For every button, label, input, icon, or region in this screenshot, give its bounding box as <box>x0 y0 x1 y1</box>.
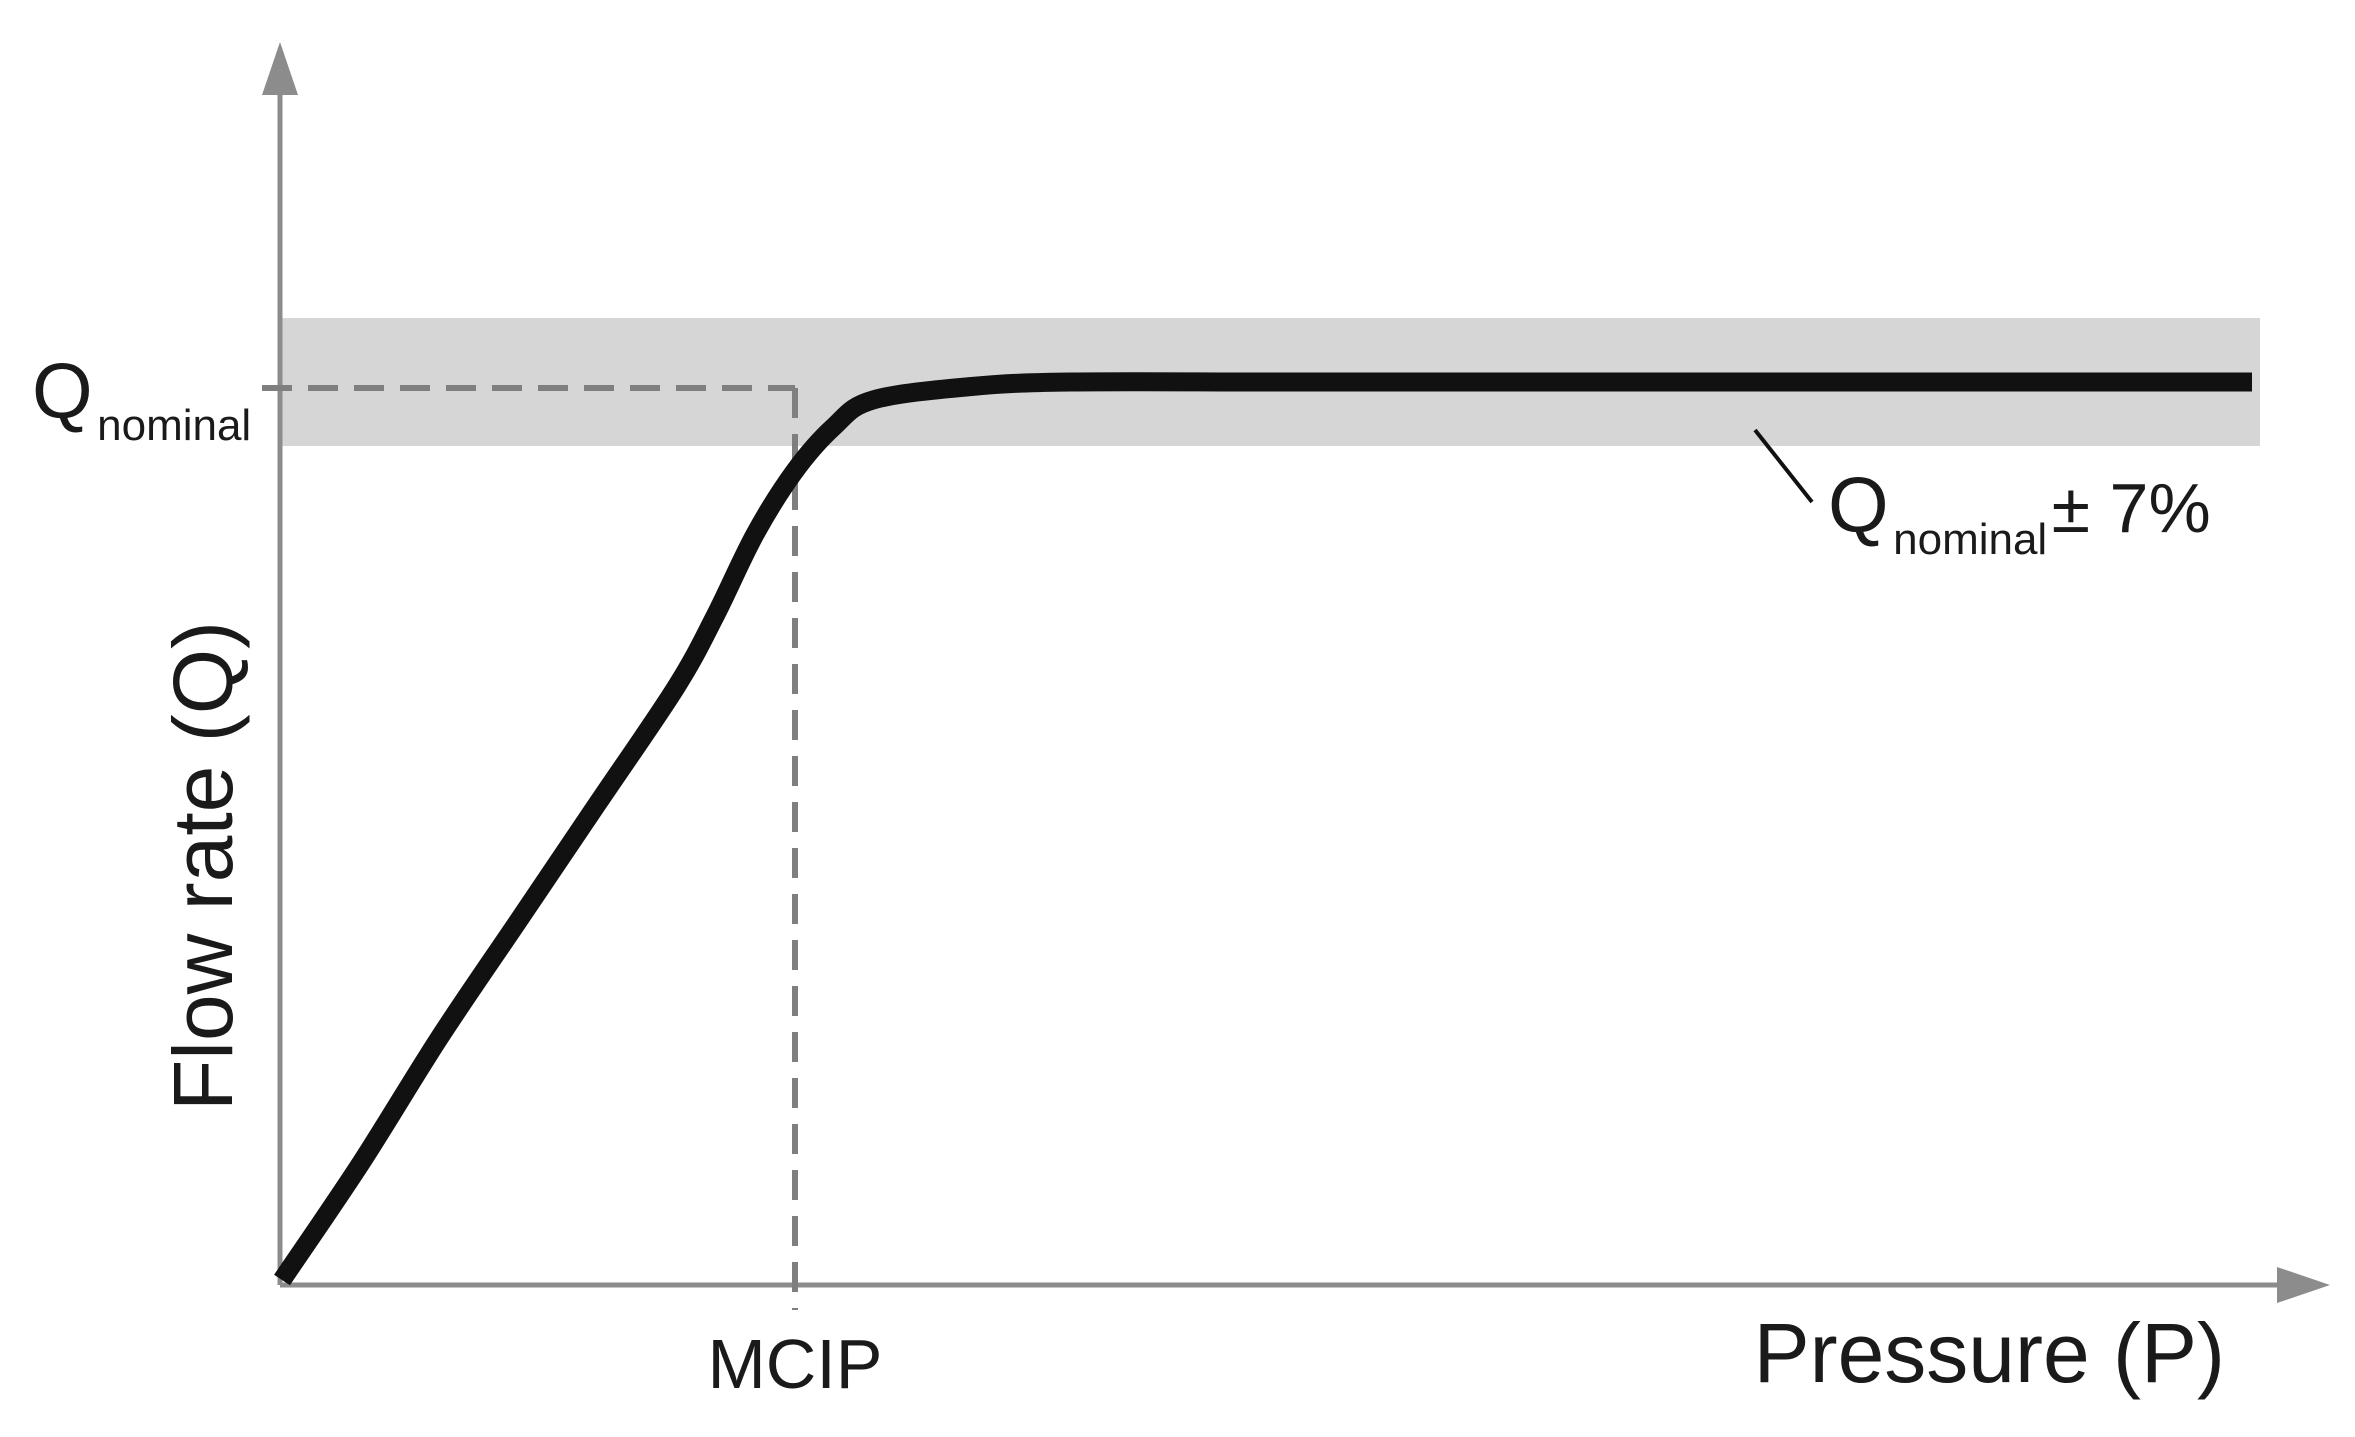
y-axis-arrowhead <box>262 42 298 95</box>
band-annotation-symbol: Q <box>1828 461 1889 549</box>
x-axis-arrowhead <box>2277 1267 2330 1303</box>
band-annotation-label: Q nominal ± 7% <box>1828 461 2211 564</box>
x-axis-label: Pressure (P) <box>1754 1306 2225 1400</box>
band-annotation-leader <box>1753 428 1814 504</box>
mcip-tick-label: MCIP <box>708 1325 883 1403</box>
q-nominal-tick-label: Q nominal <box>32 347 251 450</box>
band-annotation-subscript: nominal <box>1893 515 2047 564</box>
band-annotation-suffix: ± 7% <box>2052 469 2211 547</box>
q-nominal-symbol: Q <box>32 347 93 435</box>
q-nominal-subscript: nominal <box>97 401 251 450</box>
flow-rate-curve <box>274 372 2252 1286</box>
y-axis-label: Flow rate (Q) <box>156 621 250 1111</box>
